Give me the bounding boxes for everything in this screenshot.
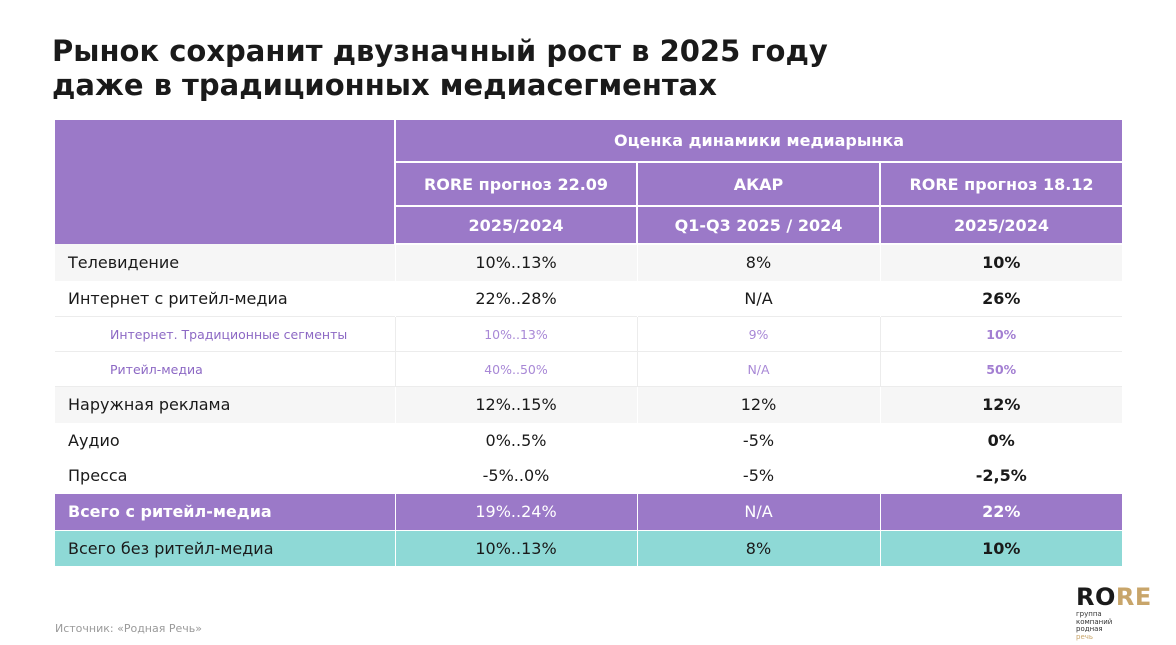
table-subrow: Интернет. Традиционные сегменты 10%..13%… xyxy=(55,316,1122,352)
header-row-period: 2025/2024 Q1-Q3 2025 / 2024 2025/2024 xyxy=(55,206,1122,245)
cell-value: 12% xyxy=(879,386,1122,423)
cell-value: 10% xyxy=(879,316,1122,352)
rore-logo: RORE группа компаний родная речь xyxy=(1076,585,1166,641)
table-row: Интернет с ритейл-медиа 22%..28% N/A 26% xyxy=(55,280,1122,317)
cell-value: 22%..28% xyxy=(394,280,637,317)
cell-value: -5% xyxy=(636,458,880,494)
logo-ro: RO xyxy=(1076,583,1116,611)
logo-tag-line: компаний xyxy=(1076,617,1113,626)
cell-value: 8% xyxy=(636,244,880,281)
table-subrow: Ритейл-медиа 40%..50% N/A 50% xyxy=(55,351,1122,387)
cell-value: 10% xyxy=(879,529,1122,566)
cell-value: -2,5% xyxy=(879,458,1122,494)
cell-value: N/A xyxy=(636,351,880,387)
cell-value: 12% xyxy=(636,386,880,423)
header-corner xyxy=(55,120,395,244)
page-title: Рынок сохранит двузначный рост в 2025 го… xyxy=(52,34,828,102)
table-row: Аудио 0%..5% -5% 0% xyxy=(55,422,1122,458)
subrow-label: Интернет. Традиционные сегменты xyxy=(55,316,395,352)
total-row-with-retail: Всего с ритейл-медиа 19%..24% N/A 22% xyxy=(55,493,1122,530)
row-label: Телевидение xyxy=(55,244,395,281)
total-row-without-retail: Всего без ритейл-медиа 10%..13% 8% 10% xyxy=(55,529,1122,566)
col-header-source: АКАР xyxy=(636,162,880,207)
table-row: Телевидение 10%..13% 8% 10% xyxy=(55,244,1122,281)
cell-value: 12%..15% xyxy=(394,386,637,423)
cell-value: 0%..5% xyxy=(394,422,637,458)
logo-re: RE xyxy=(1115,583,1152,611)
cell-value: -5%..0% xyxy=(394,458,637,494)
table-row: Наружная реклама 12%..15% 12% 12% xyxy=(55,386,1122,423)
col-header-period: 2025/2024 xyxy=(879,206,1122,245)
cell-value: 9% xyxy=(636,316,880,352)
row-label: Аудио xyxy=(55,422,395,458)
logo-tagline: группа компаний родная речь xyxy=(1076,610,1166,641)
cell-value: -5% xyxy=(636,422,880,458)
logo-wordmark: RORE xyxy=(1076,585,1166,609)
title-line-2: даже в традиционных медиасегментах xyxy=(52,68,717,102)
row-label: Всего с ритейл-медиа xyxy=(55,493,395,530)
row-label: Интернет с ритейл-медиа xyxy=(55,280,395,317)
media-market-table: Оценка динамики медиарынка RORE прогноз … xyxy=(55,120,1122,566)
table-row: Пресса -5%..0% -5% -2,5% xyxy=(55,458,1122,494)
row-label: Наружная реклама xyxy=(55,386,395,423)
cell-value: 26% xyxy=(879,280,1122,317)
header-row-group: Оценка динамики медиарынка xyxy=(55,120,1122,244)
logo-tag-line: группа xyxy=(1076,610,1102,618)
cell-value: 19%..24% xyxy=(394,493,637,530)
cell-value: 10%..13% xyxy=(394,316,637,352)
cell-value: 10%..13% xyxy=(394,244,637,281)
col-header-source: RORE прогноз 22.09 xyxy=(394,162,637,207)
col-header-period: 2025/2024 xyxy=(394,206,637,245)
col-header-source: RORE прогноз 18.12 xyxy=(879,162,1122,207)
cell-value: 40%..50% xyxy=(394,351,637,387)
row-label: Пресса xyxy=(55,458,395,494)
row-label: Всего без ритейл-медиа xyxy=(55,529,395,566)
header-row-source: RORE прогноз 22.09 АКАР RORE прогноз 18.… xyxy=(55,162,1122,207)
cell-value: 8% xyxy=(636,529,880,566)
logo-tag-line: речь xyxy=(1076,632,1094,641)
cell-value: N/A xyxy=(636,280,880,317)
logo-tag-line: родная xyxy=(1076,625,1103,633)
cell-value: 0% xyxy=(879,422,1122,458)
subrow-label: Ритейл-медиа xyxy=(55,351,395,387)
cell-value: 10% xyxy=(879,244,1122,281)
cell-value: 22% xyxy=(879,493,1122,530)
cell-value: 10%..13% xyxy=(394,529,637,566)
col-header-period: Q1-Q3 2025 / 2024 xyxy=(636,206,880,245)
source-note: Источник: «Родная Речь» xyxy=(55,622,202,635)
title-line-1: Рынок сохранит двузначный рост в 2025 го… xyxy=(52,34,828,68)
cell-value: N/A xyxy=(636,493,880,530)
group-header: Оценка динамики медиарынка xyxy=(394,120,1122,163)
cell-value: 50% xyxy=(879,351,1122,387)
